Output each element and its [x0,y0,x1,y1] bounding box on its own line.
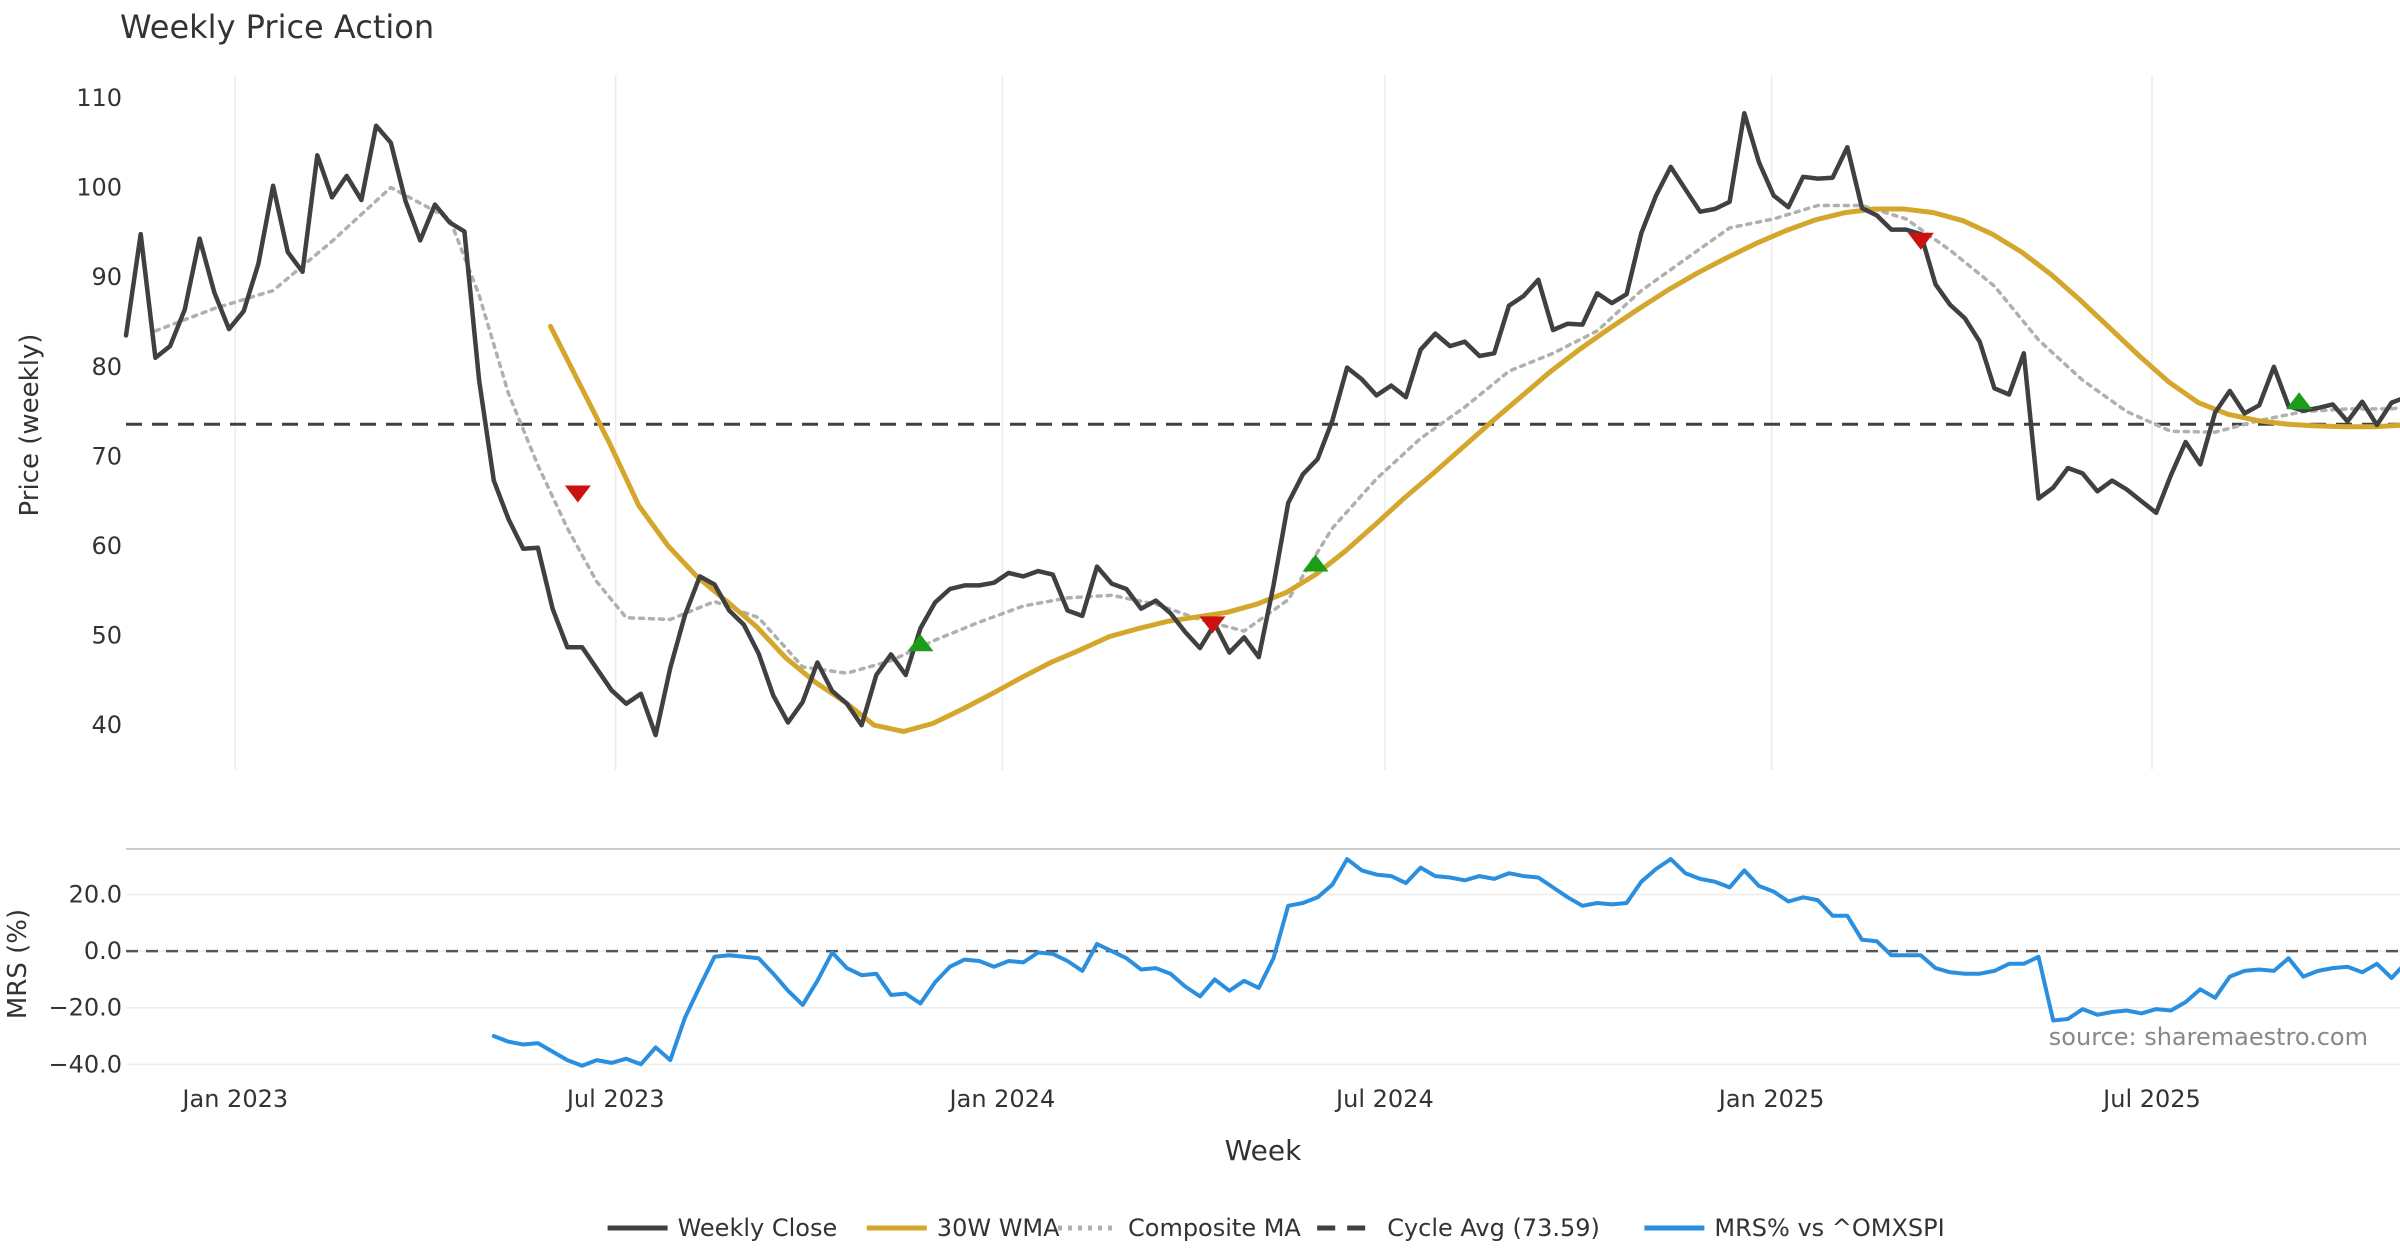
x-axis-label: Week [1225,1134,1302,1167]
x-tick-label: Jul 2023 [565,1085,665,1113]
price-y-tick-label: 80 [91,353,122,381]
chart-title: Weekly Price Action [120,8,434,46]
legend-label: Weekly Close [678,1214,838,1242]
price-series-layer [123,110,2400,738]
buy-signal-marker [2286,392,2313,410]
mrs-series-layer [126,857,2400,1068]
legend-item-mrs-vs-omxspi: MRS% vs ^OMXSPI [1644,1214,1945,1242]
sell-signal-marker [1199,616,1226,634]
price-y-tick-label: 100 [76,174,122,202]
legend-item-30w-wma: 30W WMA [866,1214,1060,1242]
x-tick-label: Jan 2024 [948,1085,1056,1113]
legend-label: MRS% vs ^OMXSPI [1714,1214,1944,1242]
buy-signal-marker [1302,554,1329,572]
mrs-y-tick-label: −40.0 [48,1050,122,1078]
x-axis: Jan 2023 Jul 2023 Jan 2024 Jul 2024 Jan 2025… [180,1085,2200,1113]
composite-ma-line [153,185,2400,675]
price-y-axis-label: Price (weekly) [15,334,45,517]
legend-label: 30W WMA [937,1214,1060,1242]
price-y-tick-label: 50 [91,622,122,650]
30w-wma-line [548,206,2400,734]
price-y-tick-label: 60 [91,532,122,560]
x-tick-label: Jan 2023 [180,1085,288,1113]
mrs-y-tick-label: −20.0 [48,994,122,1022]
price-y-axis: 40 50 60 70 80 90 100 110 [76,84,122,739]
x-tick-label: Jul 2025 [2101,1085,2201,1113]
mrs-y-axis: 20.0 0.0 −20.0 −40.0 [48,880,122,1078]
weekly-close-line [123,110,2400,738]
legend-item-weekly-close: Weekly Close [607,1214,838,1242]
legend-item-composite-ma: Composite MA [1058,1214,1301,1242]
x-tick-label: Jul 2024 [1334,1085,1434,1113]
mrs-y-tick-label: 20.0 [69,880,122,908]
price-y-tick-label: 110 [76,84,122,112]
sell-signal-marker [1907,232,1934,250]
sell-signal-marker [564,485,591,503]
price-y-tick-label: 90 [91,263,122,291]
signal-markers-layer [564,232,2313,652]
legend-label: Cycle Avg (73.59) [1387,1214,1600,1242]
legend-label: Composite MA [1128,1214,1301,1242]
source-annotation: source: sharemaestro.com [2049,1023,2368,1051]
buy-signal-marker [907,634,934,652]
mrs-y-tick-label: 0.0 [84,937,122,965]
mrs-line [491,857,2400,1068]
legend-item-cycle-avg-73-59: Cycle Avg (73.59) [1317,1214,1600,1242]
mrs-y-axis-label: MRS (%) [3,909,33,1019]
legend: Weekly Close 30W WMA Composite MA Cycle Avg… [607,1214,1945,1242]
price-y-tick-label: 70 [91,442,122,470]
x-tick-label: Jan 2025 [1717,1085,1825,1113]
price-y-tick-label: 40 [91,711,122,739]
grid-layer [126,75,2400,1066]
